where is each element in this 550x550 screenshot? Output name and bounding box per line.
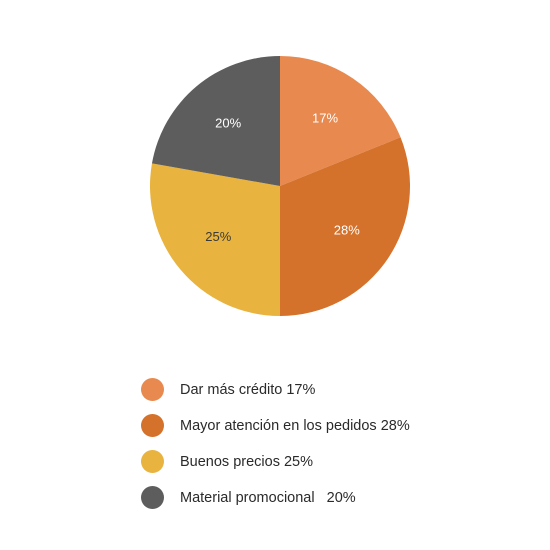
legend-item-precios: Buenos precios 25% [141,450,410,473]
legend-swatch-precios [141,450,164,473]
legend-swatch-material [141,486,164,509]
pie-label-precios: 25% [205,229,231,244]
pie-label-atencion: 28% [334,223,360,238]
pie-slice-material [151,56,280,186]
legend-item-credito: Dar más crédito 17% [141,378,410,401]
pie-slice-atencion [280,137,410,316]
legend-item-atencion: Mayor atención en los pedidos 28% [141,414,410,437]
pie-label-material: 20% [215,116,241,131]
legend-item-material: Material promocional 20% [141,486,410,509]
legend-label-precios: Buenos precios 25% [180,453,313,470]
pie-slice-precios [150,163,280,316]
pie-slice-credito [280,56,401,186]
legend-label-material: Material promocional 20% [180,489,356,506]
legend-label-atencion: Mayor atención en los pedidos 28% [180,417,410,434]
pie-label-credito: 17% [312,111,338,126]
legend-label-credito: Dar más crédito 17% [180,381,316,398]
legend: Dar más crédito 17% Mayor atención en lo… [141,378,410,522]
legend-swatch-credito [141,378,164,401]
legend-swatch-atencion [141,414,164,437]
